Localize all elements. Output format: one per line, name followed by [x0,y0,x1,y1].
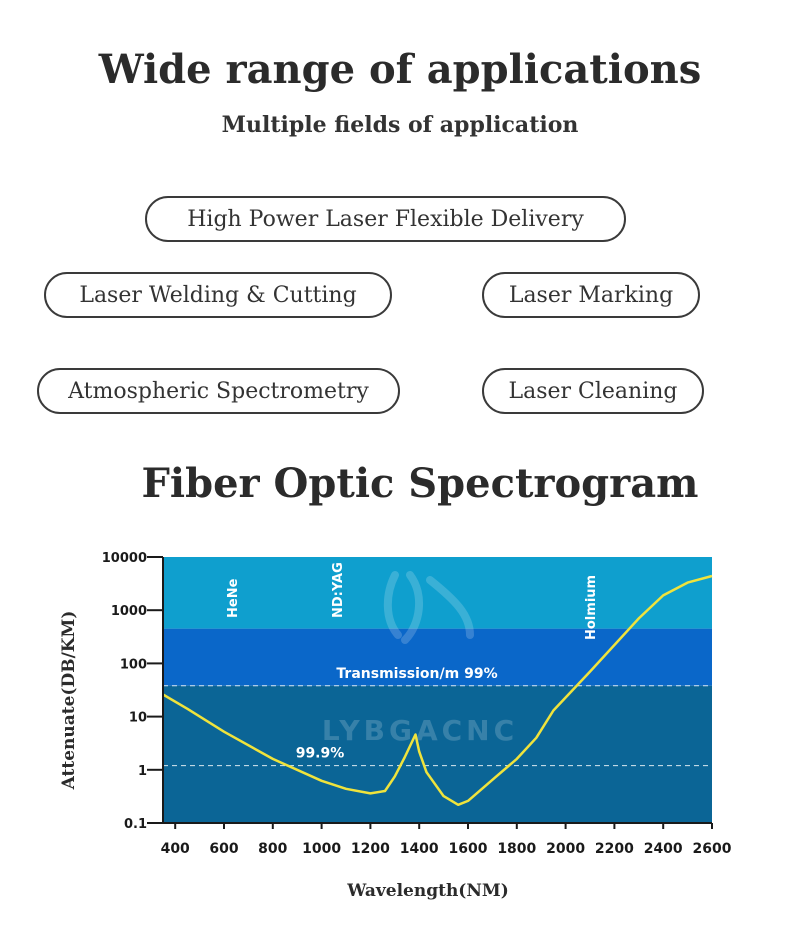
x-tick-label: 2200 [595,841,634,857]
y-tick-label: 10000 [102,551,147,566]
spectrogram-chart: LYBGACNC Transmission/m 99% 99.9% HeNe ND:… [59,551,732,901]
page-title: Wide range of applications [98,46,702,93]
application-pill: Laser Cleaning [482,368,704,414]
band-label: HeNe [226,578,241,618]
reference-line-label: 99.9% [296,746,345,762]
page-subtitle: Multiple fields of application [221,112,579,138]
application-pill: Laser Welding & Cutting [44,272,392,318]
reference-line-label: Transmission/m 99% [336,666,497,682]
x-tick-label: 1000 [302,841,341,857]
y-tick-label: 1 [138,764,147,779]
application-pill: Atmospheric Spectrometry [37,368,400,414]
band-label: ND:YAG [331,562,346,618]
application-pill: High Power Laser Flexible Delivery [145,196,626,242]
x-tick-label: 2400 [644,841,683,857]
x-tick-label: 1400 [400,841,439,857]
watermark-text: LYBGACNC [322,714,518,747]
y-tick-label: 1000 [111,604,147,619]
x-tick-label: 1200 [351,841,390,857]
y-axis-label: Attenuate(DB/KM) [59,611,79,791]
x-tick-label: 600 [209,841,238,857]
band-label: Holmium [584,575,599,640]
x-tick-label: 2000 [546,841,585,857]
x-tick-label: 400 [161,841,190,857]
band-bottom [163,685,712,823]
application-pill: Laser Marking [482,272,700,318]
attenuation-curve [162,574,713,807]
band-top [163,557,712,629]
section-title: Fiber Optic Spectrogram [141,460,699,507]
x-tick-label: 1800 [497,841,536,857]
y-tick-label: 10 [129,711,147,726]
y-tick-label: 0.1 [124,817,147,832]
x-tick-label: 800 [258,841,287,857]
y-tick-label: 100 [120,657,147,672]
x-axis-label: Wavelength(NM) [346,881,509,901]
x-tick-label: 2600 [693,841,732,857]
x-tick-label: 1600 [449,841,488,857]
